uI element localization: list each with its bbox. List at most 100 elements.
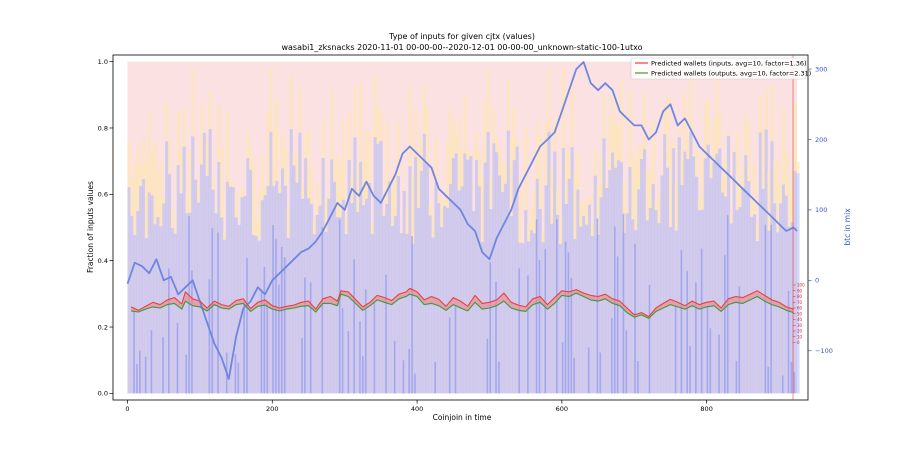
stack-bar-orange <box>432 216 435 237</box>
stack-bar-orange <box>298 90 301 133</box>
stack-bar-dense <box>701 249 703 394</box>
stack-bar-orange <box>284 149 287 186</box>
stack-bar-blue <box>307 198 310 393</box>
stack-bar-blue <box>542 242 545 393</box>
stack-bar-dense <box>162 337 164 393</box>
stack-bar-orange <box>408 87 411 167</box>
stack-bar-orange <box>504 164 507 184</box>
stack-bar-blue <box>481 242 484 393</box>
stack-bar-orange <box>487 68 490 132</box>
stack-bar-orange <box>527 223 530 242</box>
stack-bar-dense <box>434 362 436 393</box>
stack-bar-blue <box>498 176 501 394</box>
stack-bar-blue <box>429 216 432 394</box>
stack-bar-dense <box>322 227 324 393</box>
y3-tick-label: 300 <box>815 65 827 73</box>
stack-bar-dense <box>455 305 457 393</box>
stack-bar-orange <box>220 149 223 218</box>
x-tick-label: 800 <box>700 405 712 413</box>
stack-bar-blue <box>240 197 243 393</box>
stack-bar-dense <box>403 360 405 393</box>
stack-bar-blue <box>608 170 611 393</box>
stack-bar-orange <box>669 147 672 228</box>
stack-bar-orange <box>405 209 408 234</box>
stack-bar-blue <box>602 138 605 393</box>
stack-bar-dense <box>527 275 529 393</box>
stack-bar-blue <box>605 188 608 393</box>
stack-bar-blue <box>782 184 785 393</box>
stack-bar-orange <box>675 183 678 231</box>
stack-bar-dense <box>518 268 520 393</box>
stack-bar-blue <box>643 149 646 393</box>
stack-bar-blue <box>446 208 449 394</box>
stack-bar-blue <box>756 241 759 393</box>
stack-bar-orange <box>391 186 394 226</box>
stack-bar-dense <box>211 228 213 393</box>
stack-bar-blue <box>582 216 585 393</box>
stack-bar-dense <box>408 349 410 393</box>
legend-label-outputs: Predicted wallets (outputs, avg=10, fact… <box>651 70 811 78</box>
stack-bar-orange <box>704 101 707 158</box>
stack-bar-orange <box>429 205 432 215</box>
stack-bar-dense <box>707 307 709 393</box>
stack-bar-orange <box>243 195 246 196</box>
stack-bar-orange <box>130 179 133 216</box>
stack-bar-orange <box>281 136 284 168</box>
stack-bar-orange <box>698 197 701 210</box>
stack-bar-orange <box>631 153 634 219</box>
stack-bar-orange <box>177 111 180 165</box>
stack-bar-orange <box>765 90 768 130</box>
stack-bar-orange <box>463 96 466 153</box>
stack-bar-orange <box>133 162 136 235</box>
stack-bar-orange <box>620 81 623 162</box>
stack-bar-dense <box>614 226 616 393</box>
stack-bar-dense <box>177 323 179 393</box>
stack-bar-blue <box>698 210 701 393</box>
stack-bar-orange <box>524 127 527 210</box>
stack-bar-orange <box>171 210 174 229</box>
stack-bar-blue <box>785 196 788 394</box>
stack-bar-orange <box>701 156 704 209</box>
stack-bar-orange <box>371 222 374 234</box>
stack-bar-orange <box>646 169 649 220</box>
stack-bar-blue <box>206 176 209 393</box>
stack-bar-dense <box>736 361 738 393</box>
stack-bar-dense <box>782 375 784 393</box>
stack-bar-orange <box>785 151 788 196</box>
stack-bar-orange <box>379 112 382 141</box>
stack-bar-orange <box>316 182 319 215</box>
y3-tick-label: 200 <box>815 136 827 144</box>
stack-bar-blue <box>440 227 443 393</box>
stack-bar-blue <box>741 187 744 393</box>
stack-bar-orange <box>272 128 275 186</box>
stack-bar-blue <box>423 134 426 393</box>
stack-bar-orange <box>278 187 281 193</box>
stack-bar-orange <box>197 185 200 203</box>
stack-bar-orange <box>724 158 727 197</box>
stack-bar-orange <box>295 157 298 183</box>
stack-bar-blue <box>437 203 440 393</box>
stack-bar-orange <box>602 94 605 138</box>
stack-bar-blue <box>371 234 374 393</box>
stack-bar-dense <box>588 347 590 393</box>
stack-bar-dense <box>695 282 697 393</box>
stack-bar-orange <box>313 221 316 235</box>
stack-bar-orange <box>655 200 658 210</box>
stack-bar-orange <box>240 188 243 197</box>
stack-bar-orange <box>304 133 307 158</box>
stack-bar-dense <box>565 242 567 394</box>
stack-bar-blue <box>287 238 290 393</box>
stack-bar-orange <box>640 146 643 159</box>
stack-bar-orange <box>791 169 794 222</box>
stack-bar-orange <box>307 129 310 198</box>
stack-bar-blue <box>762 189 765 394</box>
stack-bar-blue <box>417 208 420 393</box>
stack-bar-dense <box>724 255 726 393</box>
stack-bar-dense <box>536 219 538 393</box>
stack-bar-orange <box>423 85 426 134</box>
stack-bar-blue <box>492 143 495 393</box>
stack-bar-orange <box>591 223 594 236</box>
x-tick-label: 400 <box>411 405 423 413</box>
